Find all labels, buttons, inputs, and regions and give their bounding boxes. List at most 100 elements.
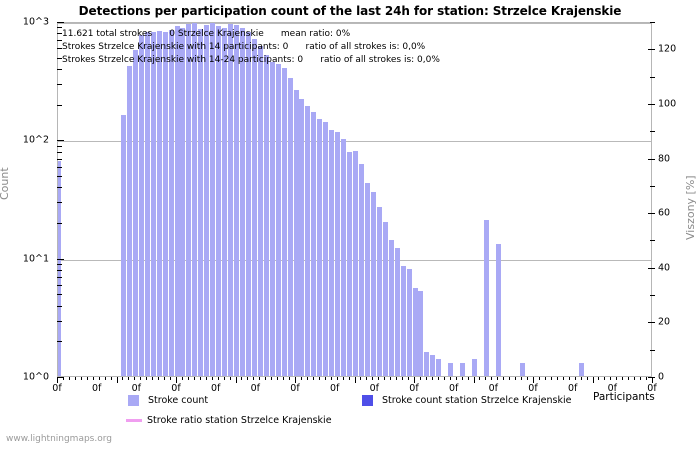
legend-label-stroke-count: Stroke count — [148, 395, 209, 406]
x-axis-tick — [461, 377, 463, 380]
bar — [198, 29, 204, 376]
x-axis-tick — [146, 377, 148, 380]
x-axis-tick — [360, 377, 362, 380]
y-axis-left-tick — [57, 377, 64, 378]
x-axis-tick — [568, 377, 570, 380]
bar — [168, 29, 174, 376]
x-axis-tick — [372, 377, 374, 380]
x-axis-tick — [318, 377, 320, 380]
legend-swatch-dark-icon — [362, 395, 373, 406]
y-axis-left-tick — [57, 69, 62, 71]
y-axis-left-tick — [57, 320, 62, 322]
x-axis-tick — [265, 377, 267, 380]
x-axis-tick-label: 0f — [607, 383, 618, 394]
x-axis-tick — [592, 377, 594, 383]
y-axis-left-tick-label: 10^2 — [22, 134, 49, 146]
y-axis-left-tick — [57, 223, 62, 225]
x-axis-tick — [116, 377, 118, 383]
x-axis-tick — [467, 377, 469, 380]
bar — [234, 24, 239, 376]
x-axis-tick — [425, 377, 427, 380]
x-axis-tick — [538, 377, 540, 380]
bar — [430, 355, 436, 376]
x-axis-title: Participants — [593, 391, 655, 403]
bar — [424, 351, 430, 376]
x-axis-tick — [140, 377, 142, 380]
x-axis-tick — [384, 377, 386, 380]
x-axis-tick-label: 0f — [131, 383, 142, 394]
x-axis-tick — [598, 377, 600, 380]
x-axis-tick-label: 0f — [329, 383, 340, 394]
bar — [311, 112, 317, 376]
x-axis-tick — [205, 377, 207, 380]
x-axis-tick — [366, 377, 368, 380]
x-axis-tick — [122, 377, 124, 380]
x-axis-tick — [515, 377, 517, 380]
x-axis-tick — [497, 377, 499, 380]
y-axis-right-tick — [650, 240, 655, 242]
y-axis-left-tick — [57, 145, 62, 147]
legend-item-stroke-count-station: Stroke count station Strzelce Krajenskie — [362, 395, 571, 406]
y-axis-right-labels: 0 20 40 60 80 100 120 — [658, 22, 698, 383]
gridline — [58, 141, 651, 143]
bar — [58, 161, 61, 376]
y-axis-right-tick — [650, 131, 655, 133]
x-axis-tick-label: 0f — [409, 383, 419, 394]
x-axis-tick — [640, 377, 642, 380]
x-axis-tick — [473, 377, 475, 383]
x-axis-tick — [253, 377, 255, 380]
bar — [228, 23, 234, 376]
y-axis-left-tick — [57, 27, 62, 29]
x-axis-tick — [354, 377, 356, 383]
bar — [126, 65, 132, 376]
x-axis-tick — [455, 377, 457, 380]
bar — [222, 27, 228, 376]
x-axis-tick — [562, 377, 564, 380]
x-axis-tick — [580, 377, 582, 380]
y-axis-right-tick-label: 80 — [658, 153, 671, 165]
bar — [210, 23, 216, 376]
y-axis-left-tick — [57, 305, 62, 307]
y-axis-left-tick — [57, 264, 62, 266]
y-axis-left-tick — [57, 270, 62, 272]
y-axis-left-tick-label: 10^3 — [22, 16, 49, 28]
bar — [394, 248, 400, 376]
x-axis-tick-label: 0f — [52, 383, 62, 394]
bar — [364, 182, 370, 376]
y-axis-left-tick — [57, 294, 62, 296]
bars-layer — [58, 23, 651, 376]
y-axis-left-tick — [57, 258, 64, 260]
x-axis-tick — [229, 377, 231, 380]
bar — [269, 62, 275, 376]
bar — [317, 118, 323, 376]
y-axis-left-tick — [57, 40, 62, 42]
x-axis-ticks — [57, 377, 653, 384]
bar — [412, 288, 418, 376]
x-axis-tick — [586, 377, 588, 380]
x-axis-tick — [491, 377, 493, 380]
x-axis-tick — [74, 377, 76, 380]
x-axis-tick — [98, 377, 100, 380]
bar — [132, 49, 138, 376]
x-axis-tick-label: 0f — [290, 383, 300, 394]
x-axis-tick — [211, 377, 213, 380]
bar — [174, 26, 180, 376]
bar — [293, 90, 299, 376]
x-axis-tick — [259, 377, 261, 380]
bar — [472, 358, 477, 376]
y-axis-right-tick — [648, 322, 655, 324]
bar — [156, 30, 162, 376]
x-axis-tick — [68, 377, 70, 380]
bar — [251, 39, 257, 376]
x-axis-tick — [544, 377, 546, 380]
bar — [376, 206, 382, 376]
y-axis-right-tick — [650, 349, 655, 351]
x-axis-tick — [479, 377, 481, 380]
x-axis-tick — [610, 377, 612, 380]
bar — [186, 23, 192, 376]
x-axis-tick — [414, 377, 415, 383]
x-axis-tick — [110, 377, 112, 380]
y-axis-right-tick — [650, 22, 655, 23]
legend-swatch-light-icon — [128, 395, 139, 406]
